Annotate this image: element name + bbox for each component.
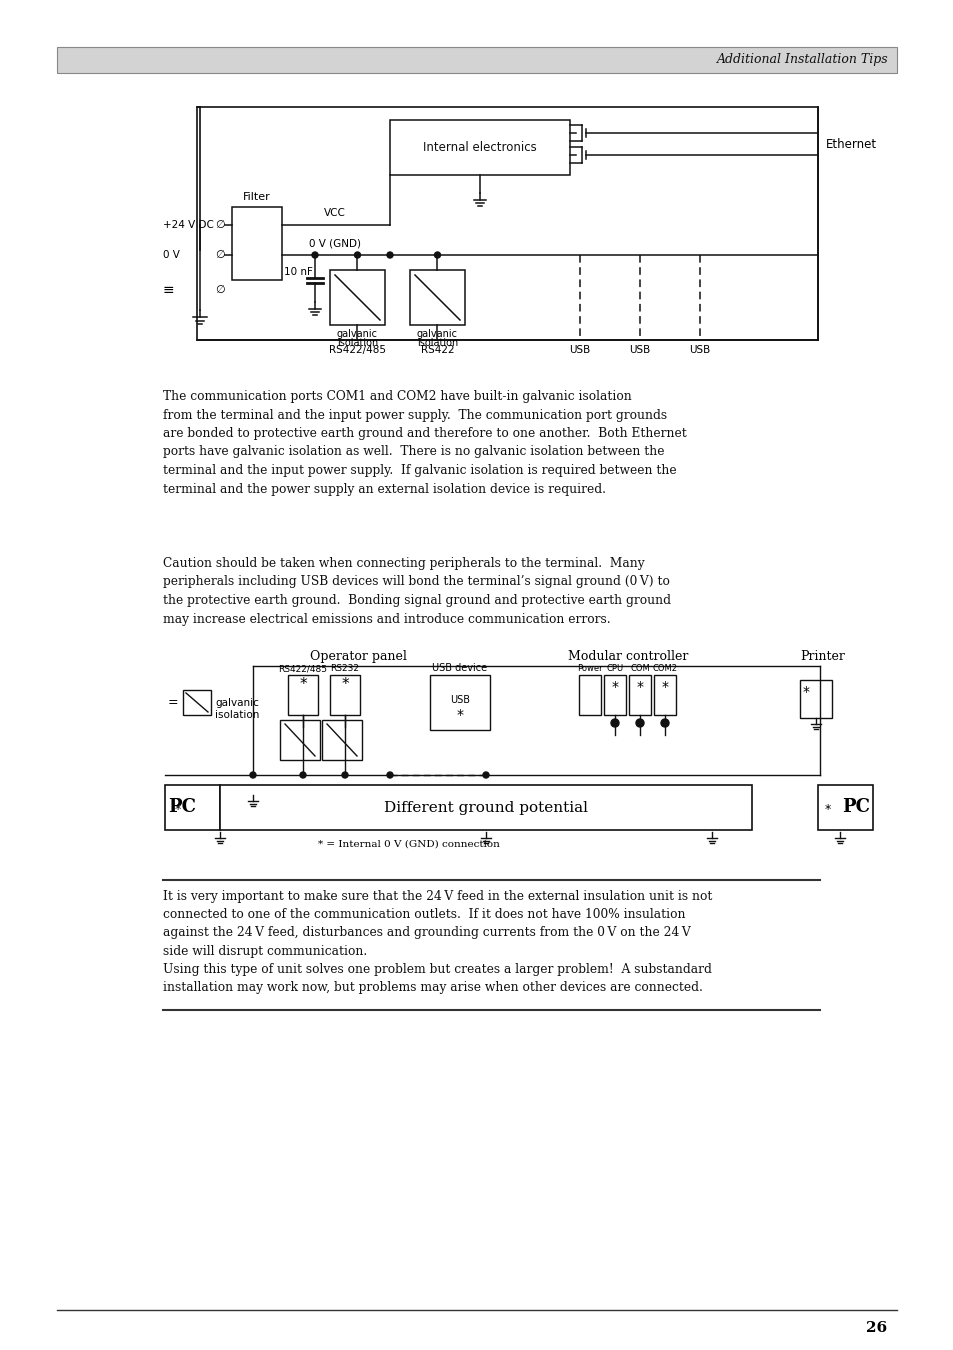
Circle shape [312, 252, 317, 258]
Text: COM: COM [630, 664, 649, 674]
Text: RS422/485: RS422/485 [278, 664, 327, 674]
Text: galvanic: galvanic [336, 329, 377, 339]
Bar [800, 680, 831, 718]
Circle shape [341, 772, 348, 778]
Text: *: * [174, 803, 181, 817]
Text: Additional Installation Tips: Additional Installation Tips [717, 54, 888, 66]
Text: Modular controller: Modular controller [567, 649, 687, 663]
Bar [603, 675, 625, 716]
Text: *: * [660, 680, 668, 694]
Text: * = Internal 0 V (GND) connection: * = Internal 0 V (GND) connection [317, 840, 499, 849]
Text: USB: USB [689, 346, 710, 355]
Text: *: * [611, 680, 618, 694]
Bar [390, 120, 569, 176]
Text: Printer: Printer [800, 649, 844, 663]
Bar [183, 690, 211, 716]
Text: ∅: ∅ [214, 285, 225, 296]
Text: CPU: CPU [606, 664, 623, 674]
Circle shape [636, 720, 643, 728]
Circle shape [355, 252, 360, 258]
Text: PC: PC [168, 798, 195, 815]
Text: COM2: COM2 [652, 664, 677, 674]
Text: PC: PC [841, 798, 869, 815]
Text: It is very important to make sure that the 24 V feed in the external insulation : It is very important to make sure that t… [163, 890, 712, 994]
Circle shape [660, 720, 668, 728]
Text: ≡: ≡ [163, 284, 174, 297]
Text: *: * [802, 684, 809, 699]
Text: Power: Power [577, 664, 602, 674]
Text: *: * [299, 678, 307, 693]
Bar [410, 270, 464, 325]
Text: USB: USB [629, 346, 650, 355]
Text: Ethernet: Ethernet [825, 139, 876, 151]
Bar [322, 720, 361, 760]
Bar [280, 720, 319, 760]
Text: Filter: Filter [243, 192, 271, 202]
Text: 0 V (GND): 0 V (GND) [309, 238, 360, 248]
Text: *: * [824, 803, 830, 817]
Text: isolation: isolation [416, 338, 457, 348]
Text: RS422/485: RS422/485 [329, 346, 386, 355]
Bar [817, 784, 872, 830]
Text: +24 V DC: +24 V DC [163, 220, 213, 230]
Text: *: * [456, 707, 463, 722]
Text: USB device: USB device [432, 663, 487, 674]
Text: Different ground potential: Different ground potential [384, 801, 587, 815]
Text: Operator panel: Operator panel [309, 649, 406, 663]
Text: 26: 26 [865, 1322, 886, 1335]
Bar [196, 107, 817, 340]
Text: ∅: ∅ [214, 220, 225, 230]
Bar [288, 675, 317, 716]
Text: RS232: RS232 [330, 664, 359, 674]
Bar [165, 784, 220, 830]
Circle shape [250, 772, 255, 778]
Bar [57, 47, 896, 73]
Bar [220, 784, 751, 830]
Text: ∅: ∅ [214, 250, 225, 261]
Bar [232, 207, 282, 279]
Text: VCC: VCC [324, 208, 346, 217]
Bar [430, 675, 490, 730]
Text: *: * [341, 678, 349, 693]
Text: *: * [636, 680, 643, 694]
Text: 0 V: 0 V [163, 250, 180, 261]
Text: RS422: RS422 [420, 346, 454, 355]
Text: 10 nF: 10 nF [284, 267, 313, 277]
Bar [654, 675, 676, 716]
Circle shape [434, 252, 440, 258]
Text: USB: USB [569, 346, 590, 355]
Text: USB: USB [450, 695, 470, 705]
Text: Caution should be taken when connecting peripherals to the terminal.  Many
perip: Caution should be taken when connecting … [163, 558, 670, 625]
Bar [330, 270, 385, 325]
Text: =: = [167, 697, 178, 709]
Bar [330, 675, 359, 716]
Bar [628, 675, 650, 716]
Circle shape [610, 720, 618, 728]
Circle shape [387, 772, 393, 778]
Text: galvanic
isolation: galvanic isolation [214, 698, 259, 720]
Text: isolation: isolation [336, 338, 377, 348]
Circle shape [387, 252, 393, 258]
Text: The communication ports COM1 and COM2 have built-in galvanic isolation
from the : The communication ports COM1 and COM2 ha… [163, 390, 686, 495]
Bar [578, 675, 600, 716]
Text: Internal electronics: Internal electronics [423, 140, 537, 154]
Circle shape [299, 772, 306, 778]
Text: galvanic: galvanic [416, 329, 457, 339]
Circle shape [482, 772, 489, 778]
